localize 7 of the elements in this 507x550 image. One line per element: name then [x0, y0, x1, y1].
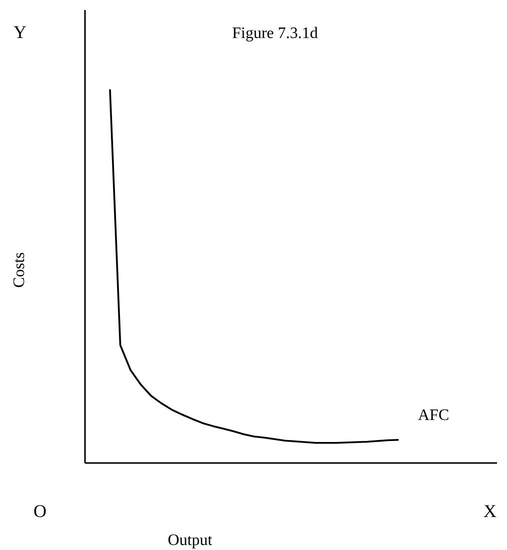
text: X: [484, 501, 496, 521]
x-axis-title: Output: [168, 532, 213, 549]
chart-title: Figure 7.3.1d: [232, 25, 318, 42]
y-axis-title: Costs: [11, 252, 28, 288]
text: O: [34, 501, 46, 521]
text: Y: [14, 22, 26, 42]
series-label: AFC: [418, 406, 450, 424]
